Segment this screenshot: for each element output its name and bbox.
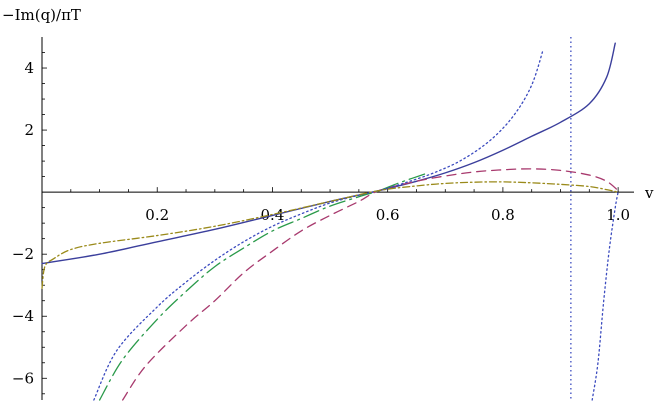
axes: 0.2 0.4 0.6 0.8 1.0 42−2−4−6 [12,37,634,400]
series-line-longdash [98,172,429,401]
y-tick-label: 2 [24,121,34,139]
x-tick-label: 1.0 [606,206,630,224]
x-axis-ticks: 0.2 0.4 0.6 0.8 1.0 [70,187,630,224]
series-line-dashdot [41,181,619,289]
x-tick-label: 0.2 [145,206,169,224]
x-tick-label: 0.6 [376,206,400,224]
series-line-dashed [122,168,619,401]
series-layer [41,37,619,401]
series-line-dotted [93,48,544,401]
y-tick-label: −6 [12,369,34,387]
y-axis-label: −Im(q)/πT [2,6,81,24]
series-line-dotted [591,191,619,401]
x-axis-label: v [644,184,654,202]
y-tick-label: −4 [12,307,34,325]
y-tick-label: −2 [12,245,34,263]
y-tick-label: 4 [24,59,34,77]
y-axis-ticks: 4 2 −2 −4 −6 [12,52,47,395]
x-tick-label: 0.8 [491,206,515,224]
series-line-solid [41,42,616,265]
